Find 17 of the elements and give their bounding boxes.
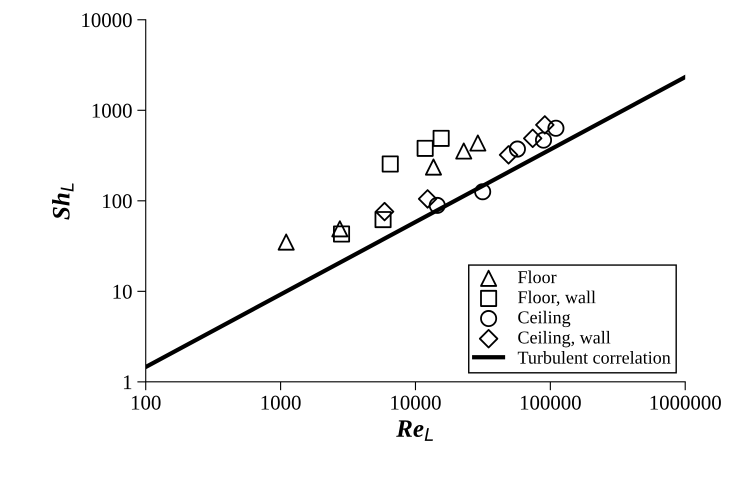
y-axis-title: Sh$_{L}$ <box>52 183 74 220</box>
x-tick-label: 100 <box>132 396 161 410</box>
legend-label: Ceiling, wall <box>518 330 610 348</box>
x-axis-title: Re$_{L}$ <box>396 420 433 441</box>
y-tick-label: 1000 <box>92 104 132 118</box>
legend-label: Ceiling <box>518 310 570 328</box>
x-tick-label: 10000 <box>391 396 441 410</box>
y-tick-label: 10 <box>114 284 132 299</box>
y-tick-label: 10000 <box>82 13 132 28</box>
x-tick-label: 1000 <box>262 396 301 410</box>
y-tick-label: 100 <box>103 194 132 208</box>
legend-label: Floor <box>518 270 556 284</box>
y-tick-label: 1 <box>124 375 132 390</box>
legend-label: Turbulent correlation <box>518 351 670 364</box>
x-tick-label: 1000000 <box>650 396 721 410</box>
legend-label: Floor, wall <box>518 290 596 306</box>
x-tick-label: 100000 <box>520 396 581 410</box>
